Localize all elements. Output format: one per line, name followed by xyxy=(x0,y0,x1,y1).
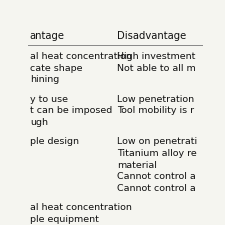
Text: Not able to all m: Not able to all m xyxy=(117,64,196,73)
Text: High investment: High investment xyxy=(117,52,196,61)
Text: Disadvantage: Disadvantage xyxy=(117,31,186,41)
Text: cate shape: cate shape xyxy=(30,64,82,73)
Text: Cannot control a: Cannot control a xyxy=(117,184,196,193)
Text: ple equipment: ple equipment xyxy=(30,215,99,224)
Text: hining: hining xyxy=(30,75,59,84)
Text: ugh: ugh xyxy=(30,118,48,127)
Text: al heat concentration: al heat concentration xyxy=(30,52,132,61)
Text: Cannot control a: Cannot control a xyxy=(117,172,196,181)
Text: al heat concentration: al heat concentration xyxy=(30,203,132,212)
Text: material: material xyxy=(117,161,157,170)
Text: Titanium alloy re: Titanium alloy re xyxy=(117,149,197,158)
Text: y to use: y to use xyxy=(30,95,68,104)
Text: t can be imposed: t can be imposed xyxy=(30,106,112,115)
Text: Low penetration: Low penetration xyxy=(117,95,194,104)
Text: antage: antage xyxy=(30,31,65,41)
Text: Low on penetrati: Low on penetrati xyxy=(117,137,197,146)
Text: ple design: ple design xyxy=(30,137,79,146)
Text: Tool mobility is r: Tool mobility is r xyxy=(117,106,194,115)
